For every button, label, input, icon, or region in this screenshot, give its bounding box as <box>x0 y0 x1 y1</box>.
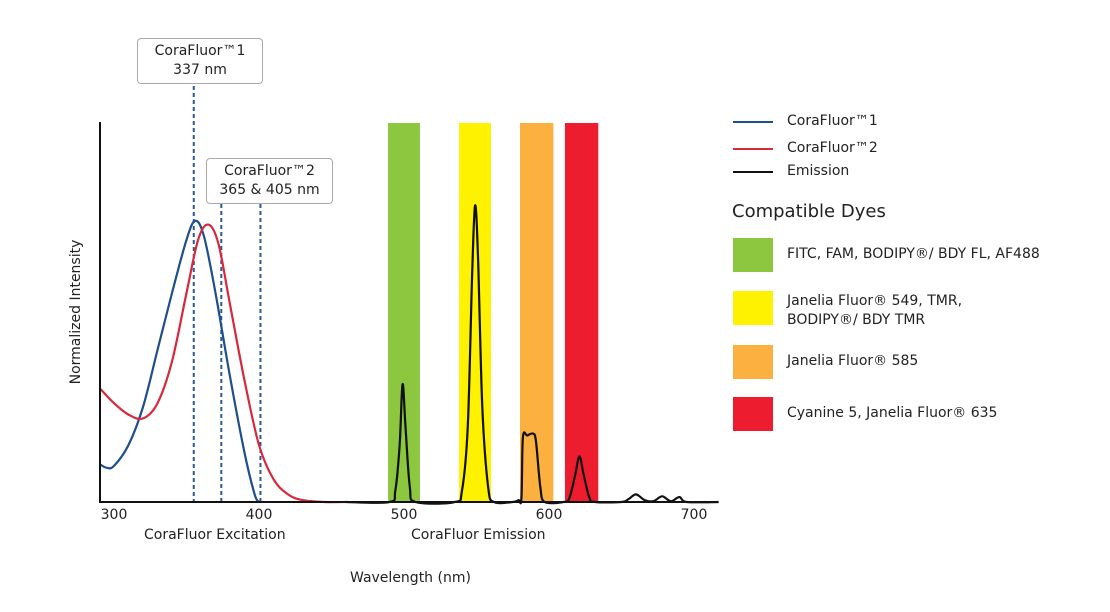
legend-line-corafluor2 <box>733 148 773 150</box>
dye-label-yellow: Janelia Fluor® 549, TMR, BODIPY®/ BDY TM… <box>787 293 963 328</box>
dye-swatch-green <box>733 238 773 272</box>
x-tick-label: 300 <box>100 507 128 523</box>
dye-swatch-red <box>733 397 773 431</box>
callout-value: 365 & 405 nm <box>219 182 320 198</box>
dye-label-orange: Janelia Fluor® 585 <box>787 353 919 369</box>
x-tick-label: 600 <box>535 507 563 523</box>
callout-corafluor1: CoraFluor™1 337 nm <box>137 38 263 84</box>
series-line-corafluor-2 <box>98 223 347 504</box>
legend-label-corafluor2: CoraFluor™2 <box>787 140 878 156</box>
dye-label-red: Cyanine 5, Janelia Fluor® 635 <box>787 405 998 421</box>
dye-band-3 <box>564 123 599 502</box>
excitation-label: CoraFluor Excitation <box>144 527 286 543</box>
dye-band-1 <box>459 123 491 502</box>
callout-title: CoraFluor™1 <box>154 43 246 59</box>
x-axis-label: Wavelength (nm) <box>350 570 471 586</box>
legend-line-emission <box>733 171 773 173</box>
callout-corafluor2: CoraFluor™2 365 & 405 nm <box>206 158 333 204</box>
legend-label-emission: Emission <box>787 163 850 179</box>
dye-swatch-orange <box>733 345 773 379</box>
legend-line-corafluor1 <box>733 121 773 123</box>
x-tick-label: 700 <box>680 507 708 523</box>
y-axis-label: Normalized Intensity <box>68 239 84 385</box>
callout-title: CoraFluor™2 <box>224 163 315 179</box>
series-line-corafluor-1 <box>98 219 260 503</box>
x-tick-label: 400 <box>245 507 273 523</box>
emission-label: CoraFluor Emission <box>411 527 546 543</box>
dyes-heading: Compatible Dyes <box>732 201 886 222</box>
x-tick-label: 500 <box>390 507 418 523</box>
callout-value: 337 nm <box>173 62 227 78</box>
dye-band-0 <box>388 123 420 502</box>
dye-swatch-yellow <box>733 291 773 325</box>
dye-label-green: FITC, FAM, BODIPY®/ BDY FL, AF488 <box>787 246 1040 262</box>
legend-label-corafluor1: CoraFluor™1 <box>787 113 878 129</box>
